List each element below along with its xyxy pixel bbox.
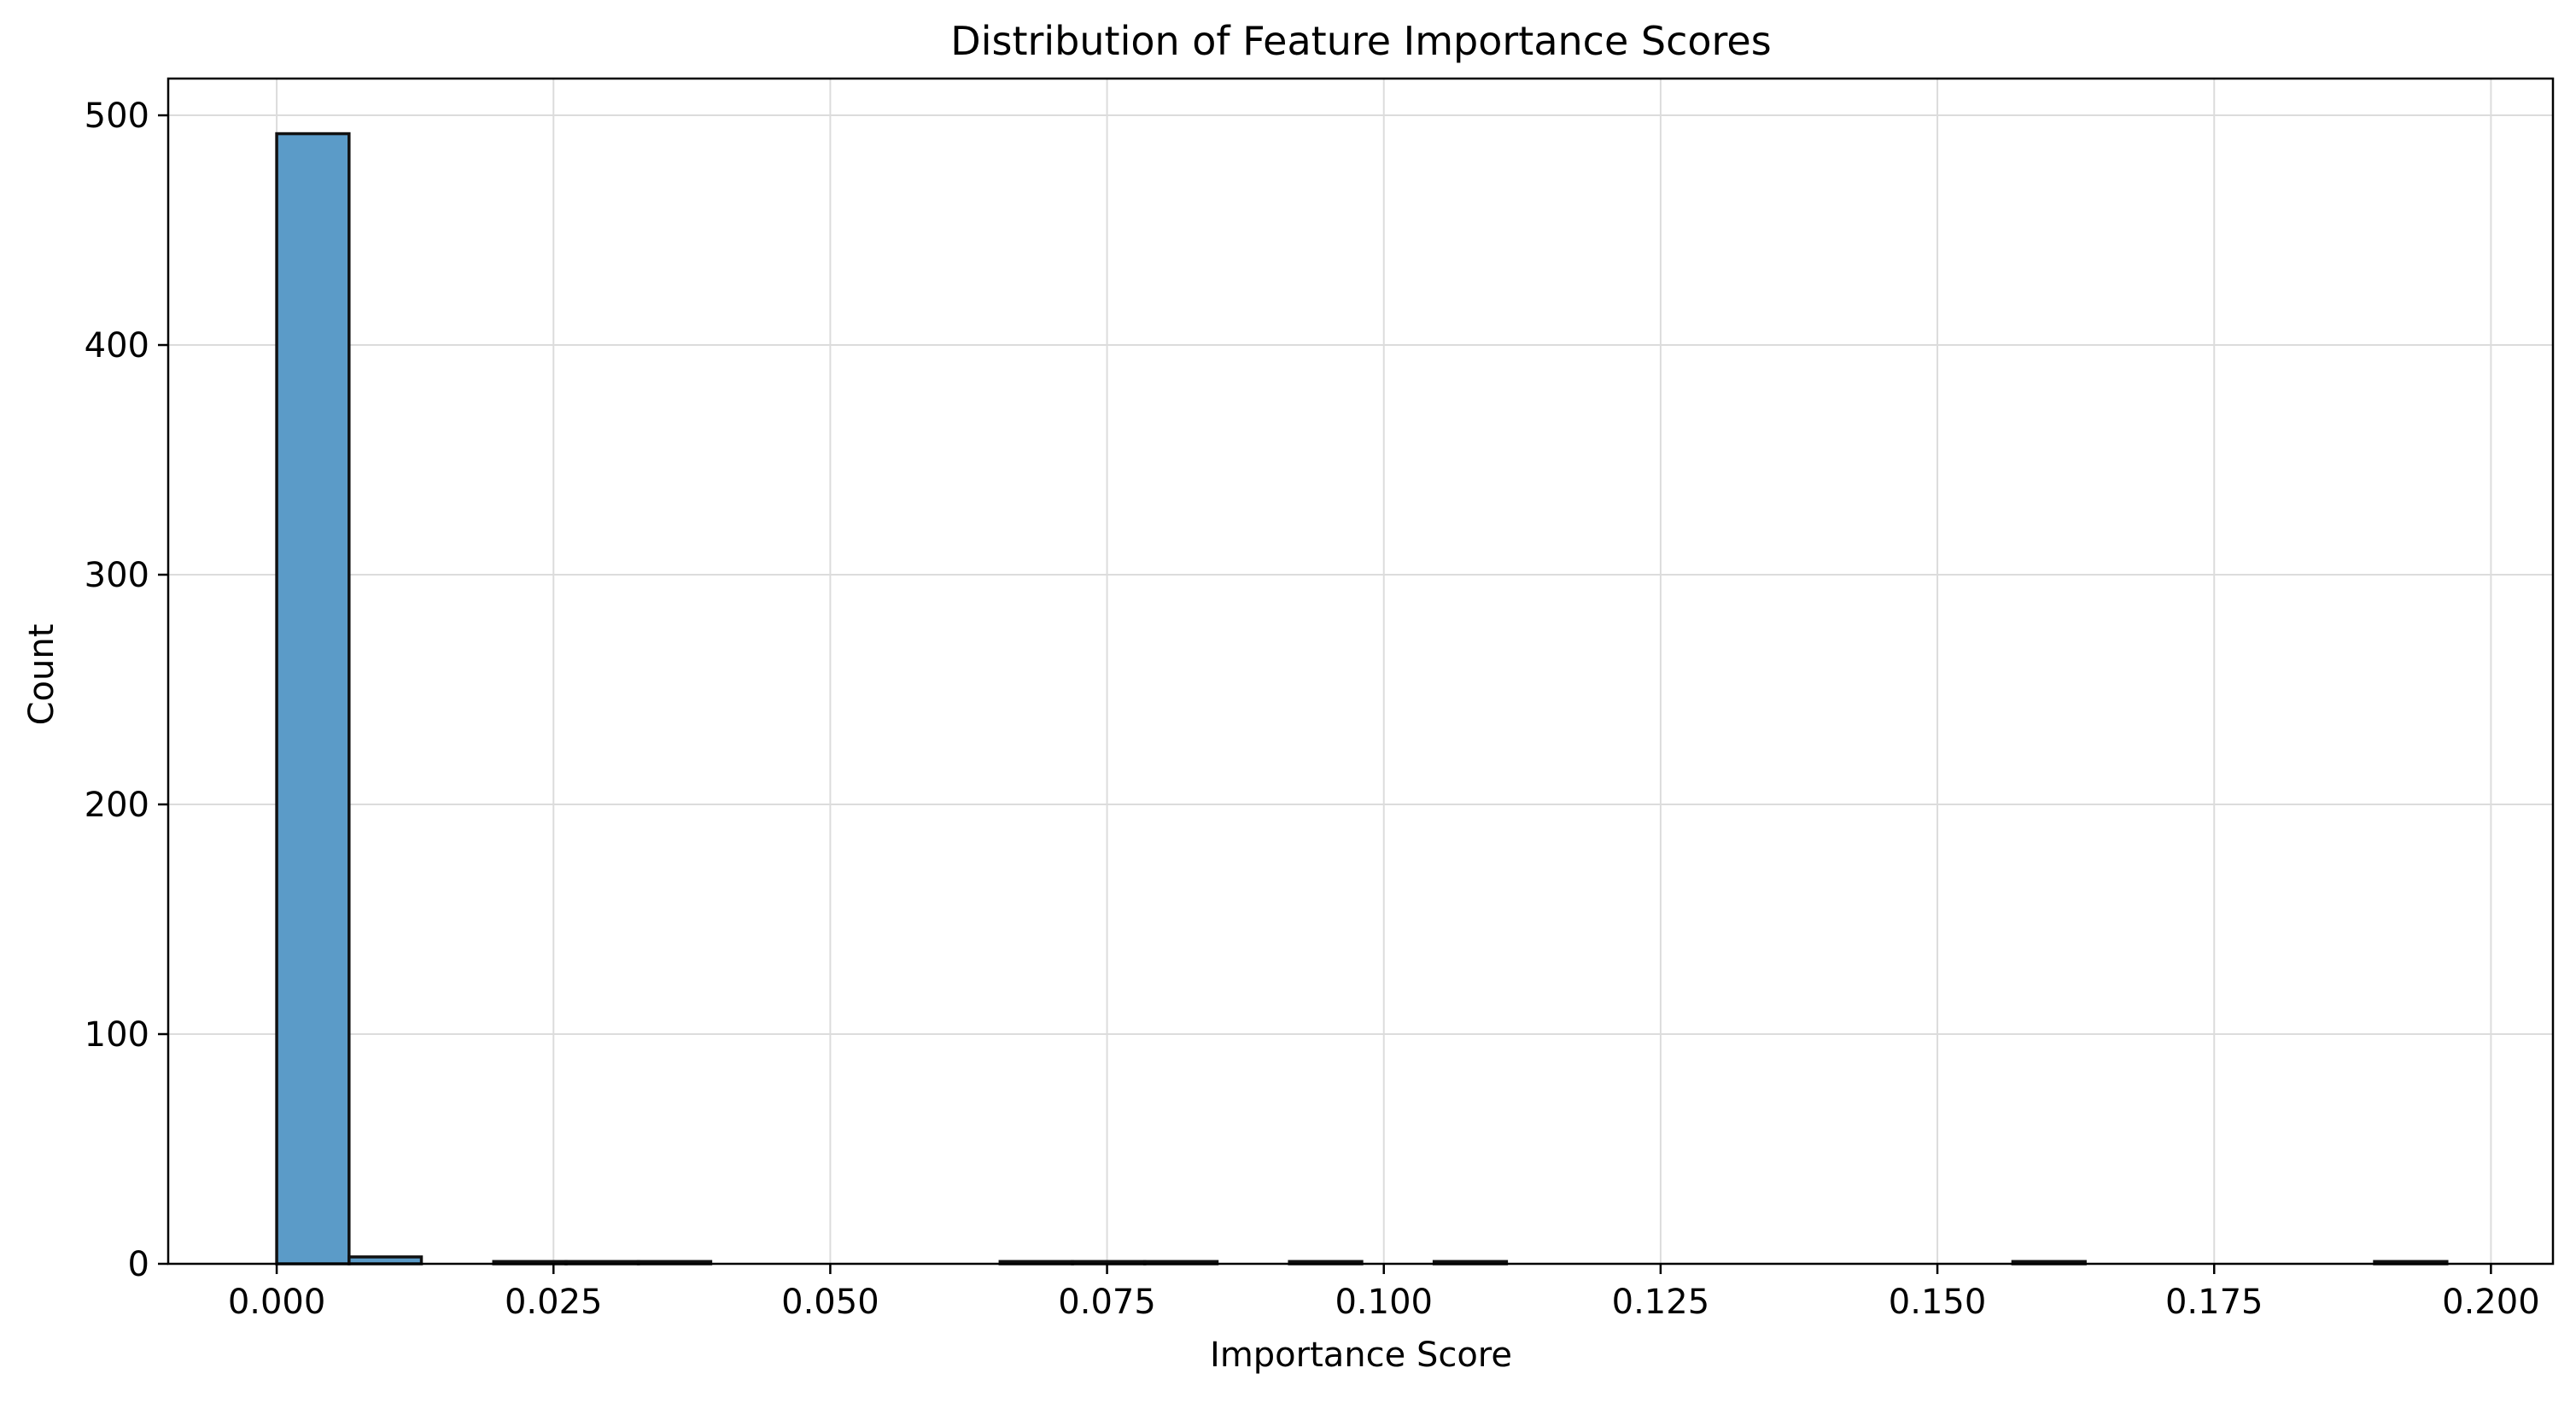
- y-axis-label: Count: [22, 624, 61, 726]
- y-tick-label: 200: [85, 786, 149, 825]
- y-tick-label: 100: [85, 1015, 149, 1055]
- x-axis-label: Importance Score: [1210, 1336, 1512, 1375]
- histogram-bar: [275, 132, 351, 1266]
- chart-title: Distribution of Feature Importance Score…: [950, 18, 1771, 64]
- x-tick-label: 0.175: [2165, 1283, 2263, 1322]
- x-tick-label: 0.050: [781, 1283, 879, 1322]
- ticks-layer: 0.000 0.025 0.050 0.075 0.100 0.125 0.150 0.175…: [85, 96, 2540, 1322]
- y-tick-label: 500: [85, 96, 149, 136]
- y-tick-label: 400: [85, 326, 149, 365]
- y-tick-label: 0: [128, 1245, 149, 1284]
- y-tick-label: 300: [85, 556, 149, 595]
- x-tick-label: 0.200: [2442, 1283, 2540, 1322]
- x-tick-label: 0.125: [1612, 1283, 1710, 1322]
- x-tick-label: 0.075: [1058, 1283, 1156, 1322]
- x-tick-label: 0.025: [505, 1283, 603, 1322]
- bars-layer: [275, 132, 2449, 1266]
- grid-layer: [168, 79, 2553, 1265]
- x-tick-label: 0.000: [228, 1283, 326, 1322]
- plot-frame: [166, 77, 2555, 1266]
- x-tick-label: 0.150: [1889, 1283, 1987, 1322]
- x-tick-label: 0.100: [1335, 1283, 1433, 1322]
